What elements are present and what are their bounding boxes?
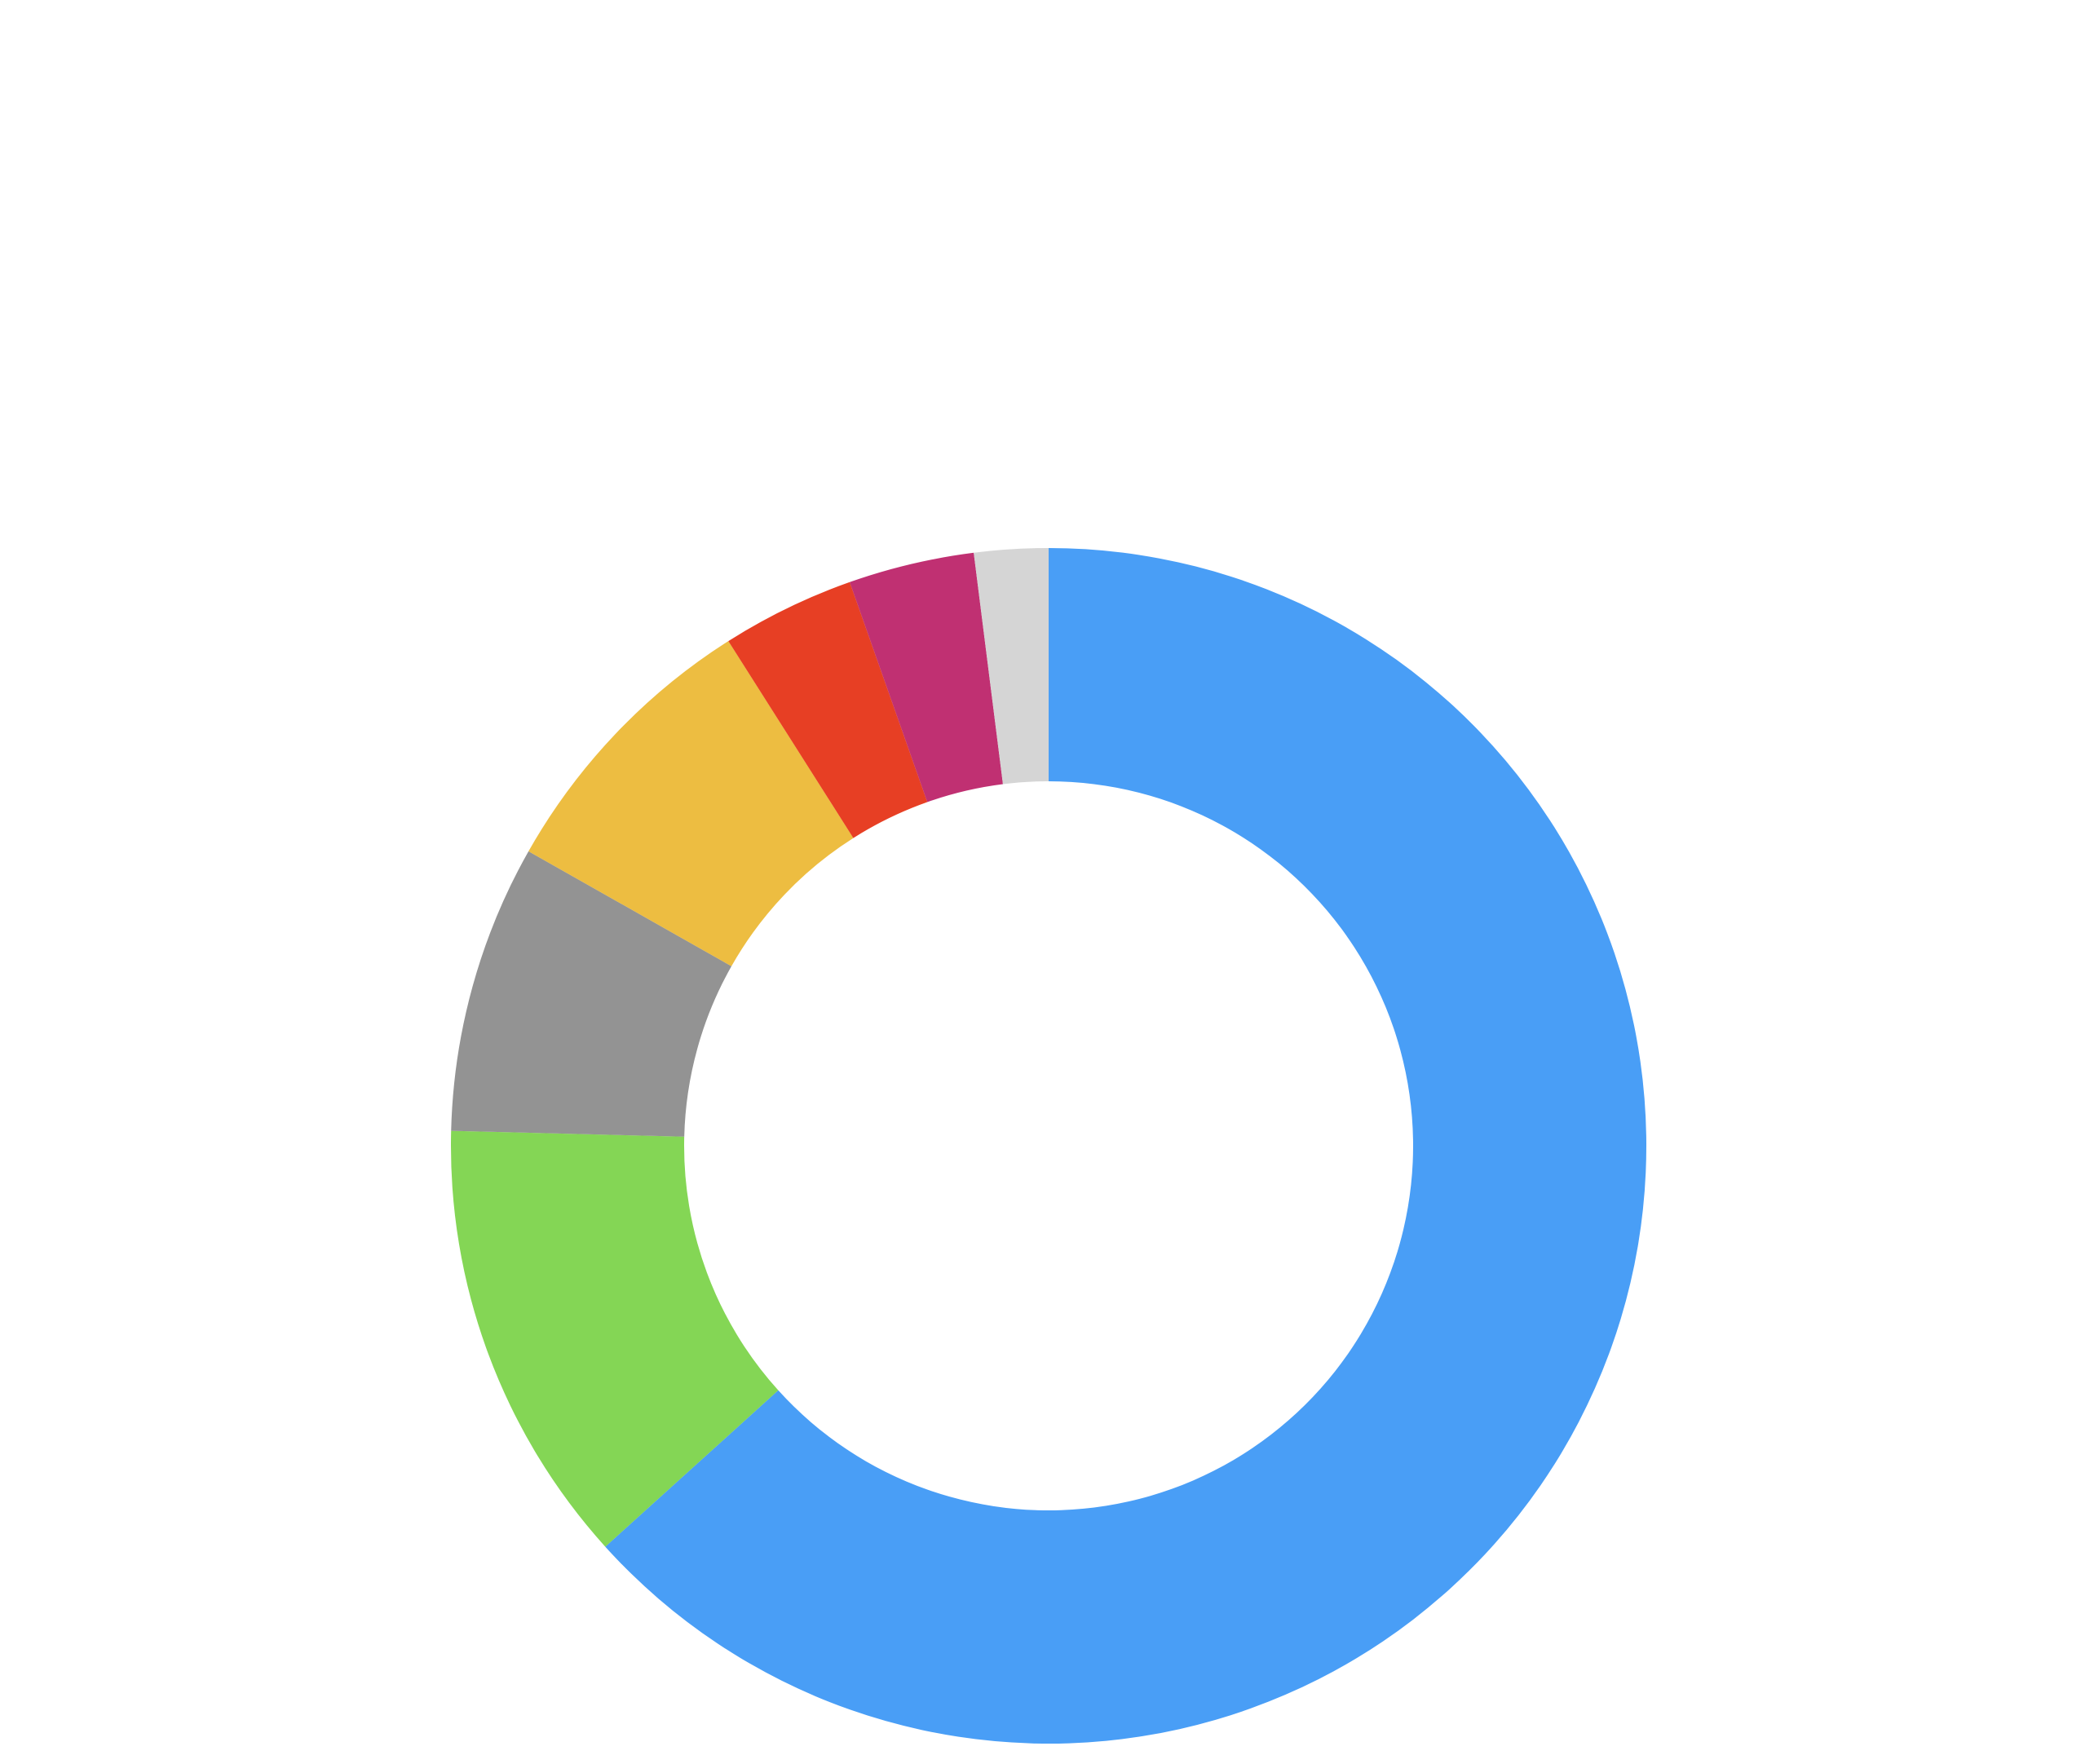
donut-slices (451, 548, 1647, 1744)
donut-slice-2 (451, 1130, 779, 1547)
donut-slice-1 (605, 548, 1647, 1744)
donut-slice-4 (528, 641, 854, 966)
donut-slice-6 (850, 552, 1003, 802)
donut-slice-3 (451, 851, 732, 1137)
donut-slice-7 (974, 548, 1049, 785)
donut-slice-5 (728, 581, 928, 838)
